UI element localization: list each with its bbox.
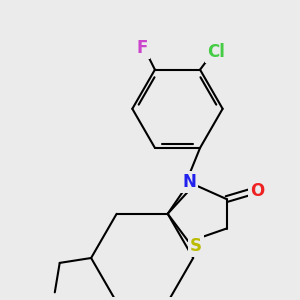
Text: N: N <box>182 173 196 191</box>
Text: S: S <box>190 237 202 255</box>
Text: O: O <box>250 182 264 200</box>
Text: F: F <box>136 39 148 57</box>
Text: Cl: Cl <box>207 43 225 61</box>
